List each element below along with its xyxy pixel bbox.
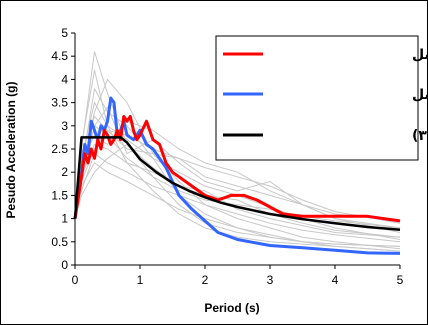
y-tick-label: 2 bbox=[61, 165, 68, 179]
background-series-line-13 bbox=[74, 129, 401, 222]
series-line-0 bbox=[73, 115, 401, 223]
background-series-line-5 bbox=[74, 78, 401, 250]
background-series-group bbox=[74, 51, 401, 252]
x-tick-label: 3 bbox=[267, 273, 274, 287]
y-tick-label: 1 bbox=[61, 212, 68, 226]
tick-labels: 0 0.5 1 1.5 2 2.5 3 3.5 4 4.5 5 0 1 2 3 4 5 bbox=[51, 26, 403, 287]
y-tick-label: 0.5 bbox=[51, 235, 68, 249]
y-tick-label: 1.5 bbox=[51, 188, 68, 202]
x-tick-label: 1 bbox=[137, 273, 144, 287]
y-tick-label: 0 bbox=[61, 258, 68, 272]
x-tick-label: 2 bbox=[202, 273, 209, 287]
y-tick-label: 4.5 bbox=[51, 49, 68, 63]
y-tick-label: 2.5 bbox=[51, 142, 68, 156]
y-tick-label: 3.5 bbox=[51, 96, 68, 110]
x-tick-label: 4 bbox=[332, 273, 339, 287]
legend-label-near-fault: نزدیک گسل bbox=[412, 46, 428, 63]
y-tick-label: 3 bbox=[61, 119, 68, 133]
legend-box bbox=[215, 35, 419, 161]
background-series-line-12 bbox=[74, 69, 401, 252]
background-series-line-8 bbox=[74, 162, 401, 252]
y-axis-title: Pesudo Acceleration (g) bbox=[4, 82, 18, 219]
legend-label-code-2800: 2800 (زمین نوع ۳) bbox=[412, 128, 428, 144]
x-tick-label: 0 bbox=[72, 273, 79, 287]
background-series-line-4 bbox=[74, 152, 401, 243]
series-line-2 bbox=[73, 136, 401, 231]
legend-label-far-fault: دور از گسل bbox=[412, 86, 428, 103]
main-series-group bbox=[73, 96, 401, 255]
y-tick-label: 5 bbox=[61, 26, 68, 40]
x-axis-title: Period (s) bbox=[204, 301, 259, 315]
legend: نزدیک گسل دور از گسل 2800 (زمین نوع ۳) bbox=[215, 35, 428, 161]
series-line-1 bbox=[73, 96, 401, 255]
x-tick-label: 5 bbox=[397, 273, 404, 287]
axes bbox=[71, 32, 401, 269]
y-tick-label: 4 bbox=[61, 72, 68, 86]
